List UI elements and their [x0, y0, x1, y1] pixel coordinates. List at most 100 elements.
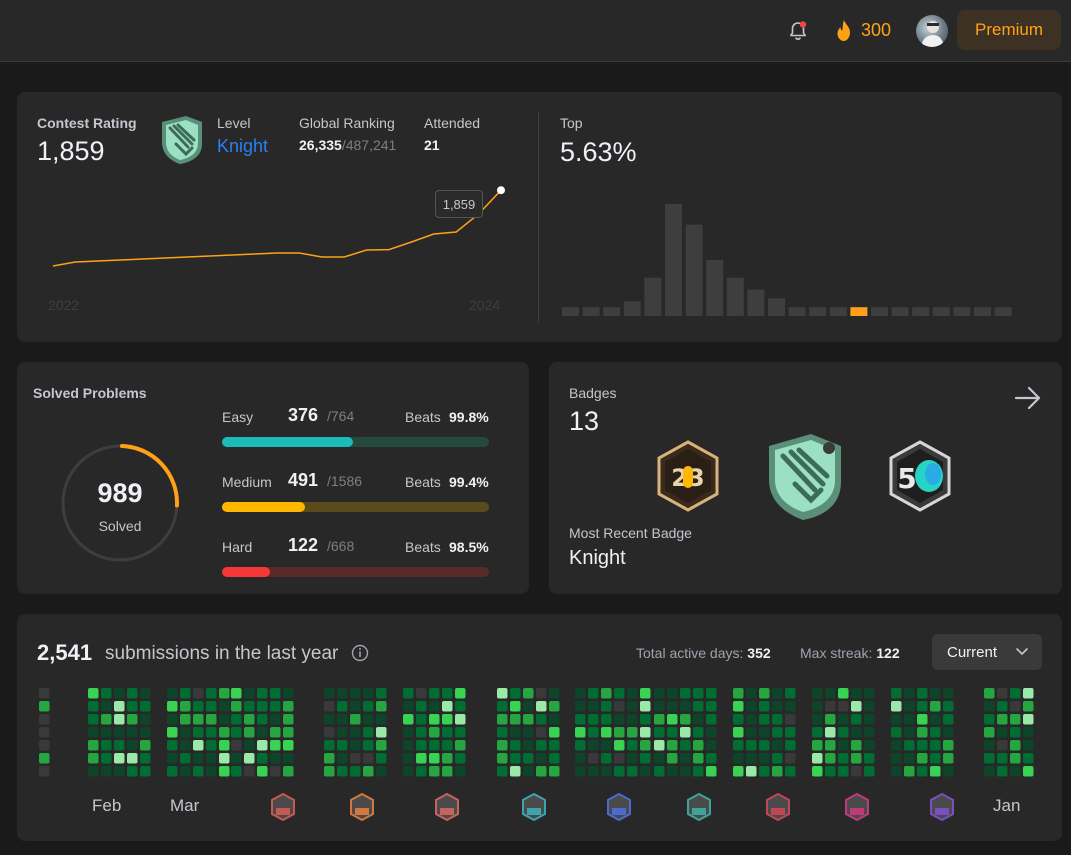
heatmap-day-cell[interactable] — [825, 701, 836, 712]
heatmap-day-cell[interactable] — [283, 740, 294, 751]
heatmap-day-cell[interactable] — [680, 688, 691, 699]
heatmap-day-cell[interactable] — [759, 688, 770, 699]
heatmap-day-cell[interactable] — [337, 766, 348, 777]
heatmap-day-cell[interactable] — [864, 753, 875, 764]
heatmap-day-cell[interactable] — [283, 701, 294, 712]
heatmap-day-cell[interactable] — [455, 753, 466, 764]
heatmap-day-cell[interactable] — [693, 714, 704, 725]
heatmap-day-cell[interactable] — [838, 727, 849, 738]
heatmap-day-cell[interactable] — [429, 727, 440, 738]
heatmap-day-cell[interactable] — [337, 740, 348, 751]
heatmap-day-cell[interactable] — [193, 688, 204, 699]
heatmap-day-cell[interactable] — [904, 740, 915, 751]
heatmap-day-cell[interactable] — [627, 766, 638, 777]
heatmap-day-cell[interactable] — [257, 701, 268, 712]
distribution-bar[interactable] — [871, 307, 888, 316]
heatmap-day-cell[interactable] — [575, 766, 586, 777]
heatmap-day-cell[interactable] — [785, 714, 796, 725]
heatmap-day-cell[interactable] — [627, 714, 638, 725]
heatmap-day-cell[interactable] — [140, 753, 151, 764]
heatmap-day-cell[interactable] — [640, 688, 651, 699]
heatmap-day-cell[interactable] — [549, 701, 560, 712]
heatmap-day-cell[interactable] — [917, 714, 928, 725]
distribution-bar[interactable] — [932, 307, 950, 316]
heatmap-day-cell[interactable] — [350, 714, 361, 725]
heatmap-day-cell[interactable] — [416, 727, 427, 738]
distribution-bar[interactable] — [582, 307, 600, 316]
heatmap-day-cell[interactable] — [891, 714, 902, 725]
heatmap-day-cell[interactable] — [772, 766, 783, 777]
heatmap-day-cell[interactable] — [575, 727, 586, 738]
heatmap-day-cell[interactable] — [575, 714, 586, 725]
heatmap-day-cell[interactable] — [219, 766, 230, 777]
heatmap-day-cell[interactable] — [363, 701, 374, 712]
heatmap-day-cell[interactable] — [812, 688, 823, 699]
heatmap-day-cell[interactable] — [167, 714, 178, 725]
heatmap-day-cell[interactable] — [270, 753, 281, 764]
heatmap-day-cell[interactable] — [930, 727, 941, 738]
heatmap-day-cell[interactable] — [864, 688, 875, 699]
heatmap-day-cell[interactable] — [838, 766, 849, 777]
heatmap-day-cell[interactable] — [588, 753, 599, 764]
heatmap-day-cell[interactable] — [838, 714, 849, 725]
heatmap-day-cell[interactable] — [88, 701, 99, 712]
heatmap-day-cell[interactable] — [523, 740, 534, 751]
heatmap-day-cell[interactable] — [943, 766, 954, 777]
heatmap-day-cell[interactable] — [114, 714, 125, 725]
heatmap-day-cell[interactable] — [206, 727, 217, 738]
heatmap-day-cell[interactable] — [257, 688, 268, 699]
heatmap-day-cell[interactable] — [1010, 766, 1021, 777]
heatmap-day-cell[interactable] — [497, 753, 508, 764]
heatmap-day-cell[interactable] — [140, 727, 151, 738]
heatmap-day-cell[interactable] — [785, 766, 796, 777]
heatmap-day-cell[interactable] — [101, 701, 112, 712]
heatmap-day-cell[interactable] — [429, 688, 440, 699]
heatmap-day-cell[interactable] — [442, 740, 453, 751]
heatmap-day-cell[interactable] — [193, 714, 204, 725]
heatmap-day-cell[interactable] — [39, 766, 50, 777]
heatmap-day-cell[interactable] — [536, 701, 547, 712]
heatmap-day-cell[interactable] — [627, 727, 638, 738]
streak-count[interactable]: 300 — [861, 20, 892, 40]
heatmap-day-cell[interactable] — [772, 714, 783, 725]
monthly-badge-icon[interactable] — [607, 792, 631, 822]
heatmap-day-cell[interactable] — [270, 740, 281, 751]
distribution-bar[interactable] — [891, 307, 909, 316]
heatmap-day-cell[interactable] — [88, 727, 99, 738]
heatmap-day-cell[interactable] — [416, 688, 427, 699]
heatmap-day-cell[interactable] — [244, 701, 255, 712]
heatmap-day-cell[interactable] — [376, 766, 387, 777]
heatmap-day-cell[interactable] — [39, 753, 50, 764]
heatmap-day-cell[interactable] — [864, 714, 875, 725]
heatmap-day-cell[interactable] — [706, 714, 717, 725]
heatmap-day-cell[interactable] — [851, 701, 862, 712]
heatmap-day-cell[interactable] — [257, 753, 268, 764]
heatmap-day-cell[interactable] — [549, 740, 560, 751]
heatmap-day-cell[interactable] — [746, 766, 757, 777]
distribution-bar[interactable] — [685, 224, 703, 316]
badge-50-days-icon[interactable]: 5 — [887, 440, 953, 512]
heatmap-day-cell[interactable] — [1010, 714, 1021, 725]
badge-2023-icon[interactable]: 23 — [655, 440, 721, 512]
heatmap-day-cell[interactable] — [640, 753, 651, 764]
monthly-badge-icon[interactable] — [930, 792, 954, 822]
heatmap-day-cell[interactable] — [270, 701, 281, 712]
heatmap-day-cell[interactable] — [851, 688, 862, 699]
heatmap-day-cell[interactable] — [904, 701, 915, 712]
heatmap-day-cell[interactable] — [706, 688, 717, 699]
heatmap-day-cell[interactable] — [997, 714, 1008, 725]
distribution-bar[interactable] — [974, 307, 991, 316]
heatmap-day-cell[interactable] — [891, 766, 902, 777]
heatmap-day-cell[interactable] — [403, 740, 414, 751]
heatmap-day-cell[interactable] — [114, 688, 125, 699]
heatmap-day-cell[interactable] — [1010, 740, 1021, 751]
heatmap-day-cell[interactable] — [523, 727, 534, 738]
heatmap-day-cell[interactable] — [140, 714, 151, 725]
heatmap-day-cell[interactable] — [127, 714, 138, 725]
heatmap-day-cell[interactable] — [337, 727, 348, 738]
heatmap-day-cell[interactable] — [442, 714, 453, 725]
heatmap-day-cell[interactable] — [536, 740, 547, 751]
heatmap-day-cell[interactable] — [654, 753, 665, 764]
heatmap-day-cell[interactable] — [917, 688, 928, 699]
heatmap-day-cell[interactable] — [206, 740, 217, 751]
